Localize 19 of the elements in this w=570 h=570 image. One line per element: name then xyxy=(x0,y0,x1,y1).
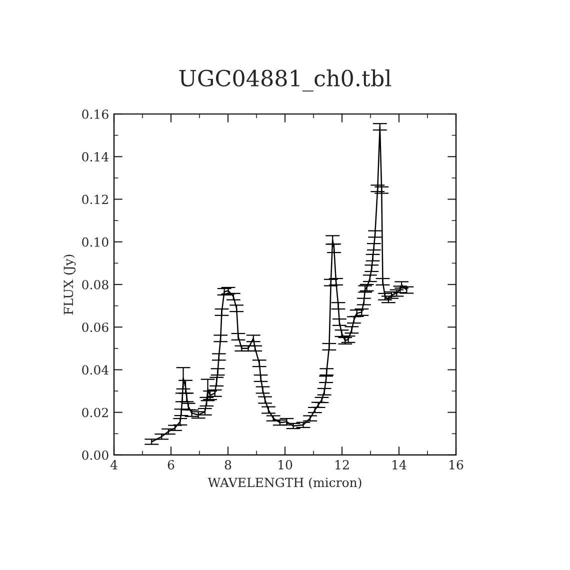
y-tick-label: 0.04 xyxy=(82,365,109,375)
x-tick-label: 12 xyxy=(336,460,349,470)
y-tick-label: 0.02 xyxy=(82,408,108,418)
y-tick-label: 0.00 xyxy=(82,450,108,460)
x-tick-label: 16 xyxy=(450,460,464,470)
x-tick-label: 14 xyxy=(392,460,406,470)
y-tick-label: 0.16 xyxy=(82,109,108,119)
y-axis-title: FLUX (Jy) xyxy=(63,254,76,315)
y-tick-label: 0.14 xyxy=(82,152,109,162)
x-tick-label: 4 xyxy=(110,460,118,470)
y-tick-label: 0.06 xyxy=(82,322,108,332)
chart-title: UGC04881_ch0.tbl xyxy=(179,69,392,92)
x-axis-title: WAVELENGTH (micron) xyxy=(208,477,362,489)
y-tick-label: 0.08 xyxy=(82,280,108,290)
x-tick-label: 8 xyxy=(224,460,232,470)
x-tick-label: 10 xyxy=(278,460,292,470)
x-tick-label: 6 xyxy=(168,460,174,470)
y-tick-label: 0.10 xyxy=(82,237,108,247)
y-tick-label: 0.12 xyxy=(82,194,108,204)
